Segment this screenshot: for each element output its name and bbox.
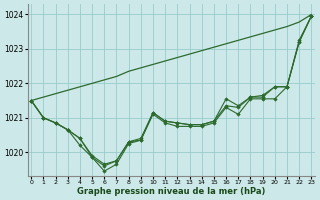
X-axis label: Graphe pression niveau de la mer (hPa): Graphe pression niveau de la mer (hPa) (77, 187, 266, 196)
